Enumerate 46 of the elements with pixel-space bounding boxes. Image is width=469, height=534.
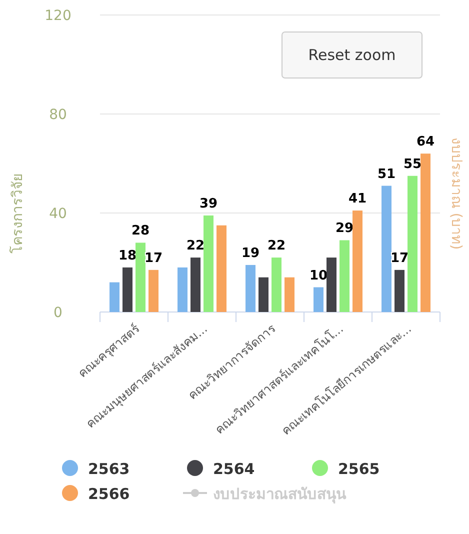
bar: [340, 240, 350, 312]
y-tick-label: 0: [54, 305, 62, 321]
bar: [314, 287, 324, 312]
data-label: 17: [144, 250, 163, 266]
y-tick-label: 120: [44, 8, 72, 24]
data-label: 18: [118, 248, 137, 264]
bar: [148, 270, 158, 312]
legend-label: 2566: [88, 485, 130, 503]
bar: [178, 267, 188, 312]
bar: [110, 282, 120, 312]
bar: [394, 270, 404, 312]
data-label: 10: [309, 268, 328, 284]
legend-label: 2565: [338, 460, 380, 478]
bar: [190, 258, 200, 312]
bar: [122, 267, 132, 312]
bar: [136, 242, 146, 312]
bar: [204, 215, 214, 312]
annotation: Reset zoom: [308, 46, 396, 64]
reset-zoom-button: Reset zoom: [282, 32, 422, 78]
data-label: 51: [377, 166, 396, 182]
legend-label: 2563: [88, 460, 130, 478]
y2-axis-title: งบประมาณ (บาท): [448, 137, 464, 250]
data-label: 29: [335, 221, 354, 236]
y-tick-label: 40: [49, 206, 67, 222]
data-label: 19: [241, 246, 260, 261]
data-label: 28: [131, 224, 150, 239]
bar: [284, 277, 294, 312]
data-label: 55: [403, 156, 422, 172]
bar: [258, 277, 268, 312]
bar: [352, 210, 362, 312]
data-label: 17: [390, 250, 409, 266]
data-label: 64: [416, 134, 435, 150]
y-tick-label: 80: [49, 107, 67, 123]
bar: [408, 176, 418, 312]
bar: [382, 186, 392, 312]
data-label: 22: [267, 238, 286, 254]
y-axis-title: โครงการวิจัย: [9, 174, 26, 254]
bar: [420, 154, 430, 312]
data-label: 41: [348, 192, 367, 207]
bar: [326, 258, 336, 312]
data-label: 22: [186, 238, 205, 254]
data-label: 39: [199, 196, 218, 212]
bar: [272, 258, 282, 312]
bar: [246, 264, 256, 312]
legend-label: 2564: [213, 460, 255, 478]
bar: [216, 225, 226, 312]
